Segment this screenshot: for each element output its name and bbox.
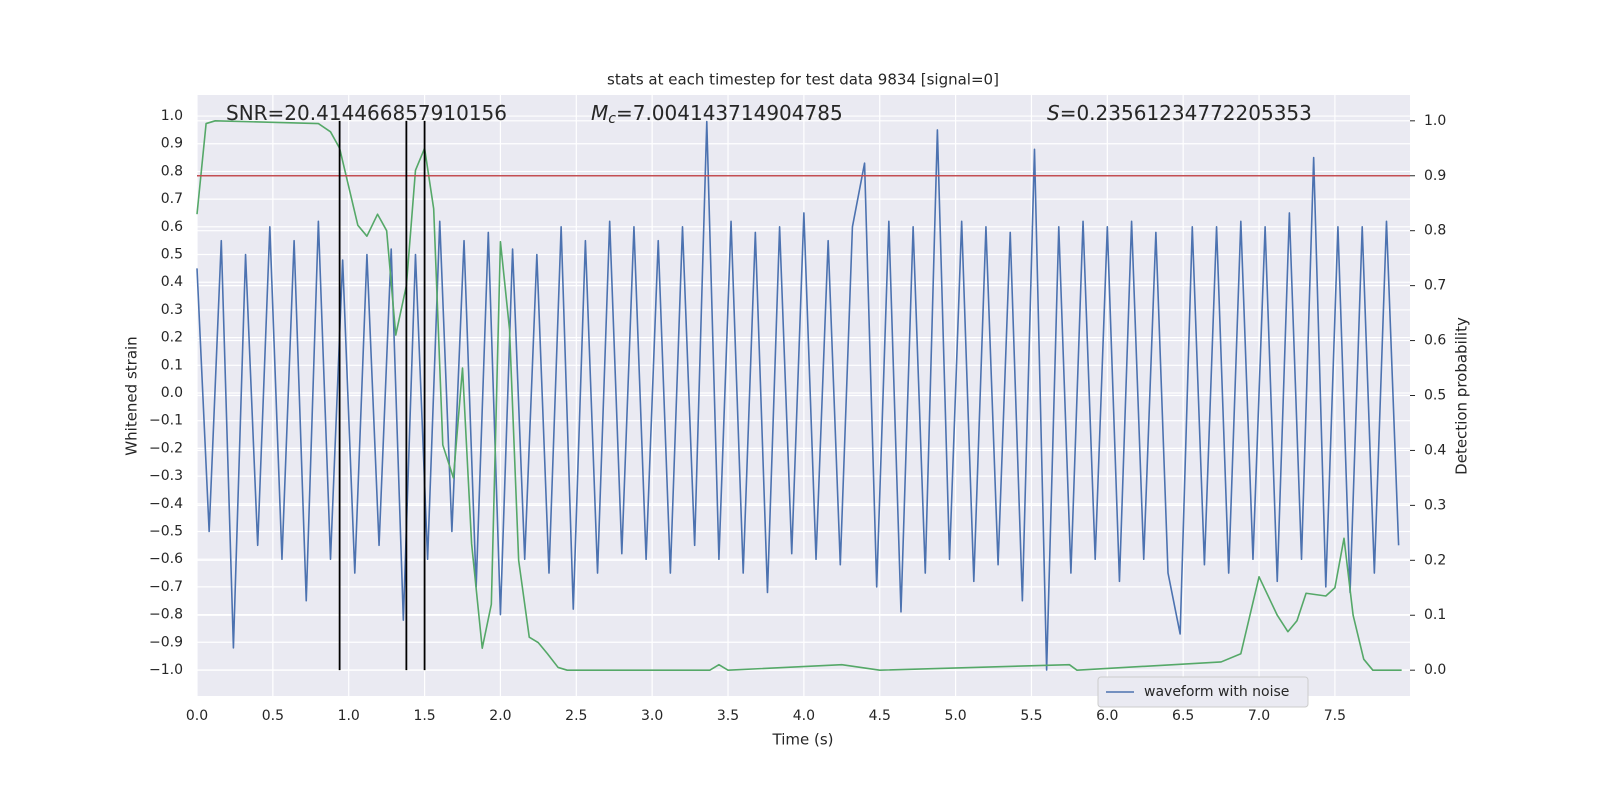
legend-box bbox=[1097, 676, 1309, 708]
annotation: SNR=20.414466857910156 bbox=[226, 101, 507, 125]
annotation: S=0.23561234772205353 bbox=[1047, 101, 1312, 125]
x-tick-label: 3.0 bbox=[641, 708, 663, 724]
series-line bbox=[196, 120, 1402, 671]
y-tick-label: 0.6 bbox=[161, 219, 183, 235]
y2-tick-label: 0.7 bbox=[1424, 278, 1446, 294]
x-tick-label: 6.0 bbox=[1096, 708, 1118, 724]
y-axis-label: Whitened strain bbox=[123, 336, 141, 455]
x-axis-label: Time (s) bbox=[772, 731, 834, 749]
y-tick-label: 0.1 bbox=[161, 357, 183, 373]
y-tick-label: −0.5 bbox=[149, 523, 183, 539]
y-tick-label: −0.9 bbox=[149, 634, 183, 650]
y-tick-label: 0.2 bbox=[161, 330, 183, 346]
y-tick-label: 0.0 bbox=[161, 385, 183, 401]
annotation-text: =0.23561234772205353 bbox=[1060, 101, 1312, 125]
x-tick-label: 7.5 bbox=[1324, 708, 1346, 724]
y2-tick-label: 0.1 bbox=[1424, 607, 1446, 623]
annotation-text: SNR=20.414466857910156 bbox=[226, 101, 507, 125]
annotation-text: =7.004143714904785 bbox=[616, 101, 843, 125]
x-tick-label: 2.0 bbox=[489, 708, 511, 724]
y-tick-label: −1.0 bbox=[149, 662, 183, 678]
grid bbox=[196, 95, 1410, 696]
annotation-subscript: c bbox=[608, 111, 616, 127]
y-tick-label: −0.6 bbox=[149, 551, 183, 567]
y-tick-label: −0.4 bbox=[149, 496, 183, 512]
x-tick-label: 3.5 bbox=[717, 708, 739, 724]
x-tick-label: 0.5 bbox=[262, 708, 284, 724]
y-tick-label: 0.5 bbox=[161, 247, 183, 263]
y-tick-label: −0.8 bbox=[149, 607, 183, 623]
x-tick-label: 4.0 bbox=[793, 708, 815, 724]
y2-tick-label: 0.4 bbox=[1424, 442, 1446, 458]
y-tick-label: 0.3 bbox=[161, 302, 183, 318]
y2-tick-label: 0.0 bbox=[1424, 662, 1446, 678]
annotation-symbol: S bbox=[1047, 101, 1060, 125]
x-tick-label: 2.5 bbox=[565, 708, 587, 724]
y2-tick-label: 0.8 bbox=[1424, 223, 1446, 239]
x-tick-label: 1.5 bbox=[413, 708, 435, 724]
y-tick-label: −0.1 bbox=[149, 413, 183, 429]
y-tick-label: 0.7 bbox=[161, 191, 183, 207]
x-tick-label: 4.5 bbox=[869, 708, 891, 724]
y2-tick-label: 1.0 bbox=[1424, 113, 1446, 129]
y-tick-label: 0.4 bbox=[161, 274, 183, 290]
chart-title: stats at each timestep for test data 983… bbox=[607, 71, 999, 89]
labels: 0.0 0.5 1.0 1.5 2.0 2.5 3.0 3.5 4.0 4.5 5.0 5.5 6.0 6… bbox=[149, 101, 1446, 725]
y-tick-label: 1.0 bbox=[161, 108, 183, 124]
y2-tick-label: 0.6 bbox=[1424, 333, 1446, 349]
x-tick-label: 5.0 bbox=[944, 708, 966, 724]
y2-axis-label: Detection probability bbox=[1453, 317, 1471, 475]
y2-tick-label: 0.2 bbox=[1424, 552, 1446, 568]
legend-label: waveform with noise bbox=[1144, 684, 1289, 700]
y-tick-label: −0.7 bbox=[149, 579, 183, 595]
y2-tick-label: 0.3 bbox=[1424, 497, 1446, 513]
y-tick-label: −0.2 bbox=[149, 440, 183, 456]
annotation-symbol: M bbox=[591, 101, 608, 125]
y2-tick-label: 0.9 bbox=[1424, 168, 1446, 184]
y-tick-label: −0.3 bbox=[149, 468, 183, 484]
y2-tick-label: 0.5 bbox=[1424, 388, 1446, 404]
x-tick-label: 5.5 bbox=[1020, 708, 1042, 724]
x-tick-label: 0.0 bbox=[186, 708, 208, 724]
y-tick-label: 0.9 bbox=[161, 136, 183, 152]
x-tick-label: 7.0 bbox=[1248, 708, 1270, 724]
series-line bbox=[196, 120, 1400, 671]
y-tick-label: 0.8 bbox=[161, 163, 183, 179]
annotation: Mc=7.004143714904785 bbox=[591, 101, 843, 128]
marks bbox=[196, 120, 1410, 671]
x-tick-label: 1.0 bbox=[338, 708, 360, 724]
x-tick-label: 6.5 bbox=[1172, 708, 1194, 724]
